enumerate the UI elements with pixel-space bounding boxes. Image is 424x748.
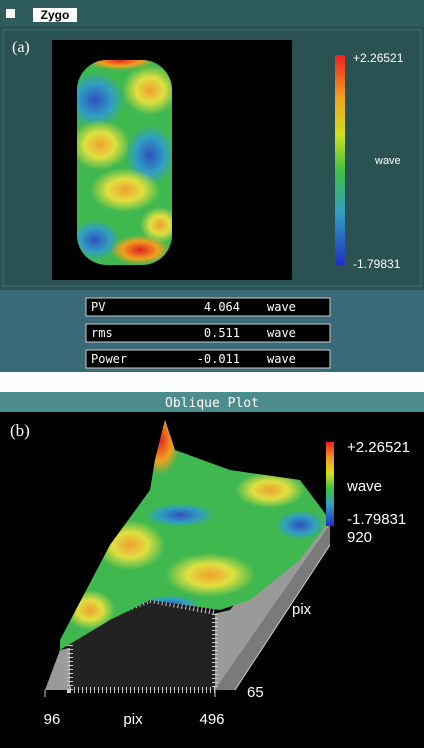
phase-map [65, 50, 180, 265]
stat-name: PV [91, 300, 105, 314]
colorbar-min: -1.79831 [353, 257, 401, 271]
x-axis-max: 496 [199, 711, 224, 728]
x-axis-label: pix [123, 711, 143, 728]
panel-label: (b) [10, 421, 30, 440]
colorbar-max: +2.26521 [353, 51, 404, 65]
stat-unit: wave [267, 300, 296, 314]
y-axis-label: pix [292, 601, 312, 618]
app-title: Zygo [41, 8, 70, 22]
page: Zygo (a) +2.26521 wave -1.79831 PV 4.064… [0, 0, 424, 748]
oblique-title: Oblique Plot [165, 396, 259, 411]
colorbar [326, 442, 334, 526]
stat-unit: wave [267, 352, 296, 366]
stat-value: -0.011 [197, 352, 240, 366]
stats-table: PV 4.064 wave rms 0.511 wave Power -0.01… [86, 298, 330, 368]
stat-value: 4.064 [204, 300, 240, 314]
colorbar-max: +2.26521 [347, 439, 410, 456]
panel-label: (a) [12, 39, 30, 56]
y-axis-min: 65 [247, 684, 264, 701]
stat-value: 0.511 [204, 326, 240, 340]
stat-name: Power [91, 352, 127, 366]
colorbar-unit: wave [374, 155, 401, 167]
screenshot: Zygo (a) +2.26521 wave -1.79831 PV 4.064… [0, 0, 424, 748]
colorbar [335, 55, 345, 265]
colorbar-unit: wave [346, 478, 382, 495]
y-axis-max: 920 [347, 529, 372, 546]
stat-unit: wave [267, 326, 296, 340]
window-menu-icon[interactable] [6, 9, 15, 18]
stat-name: rms [91, 326, 113, 340]
colorbar-min: -1.79831 [347, 511, 406, 528]
x-axis-min: 96 [44, 711, 61, 728]
